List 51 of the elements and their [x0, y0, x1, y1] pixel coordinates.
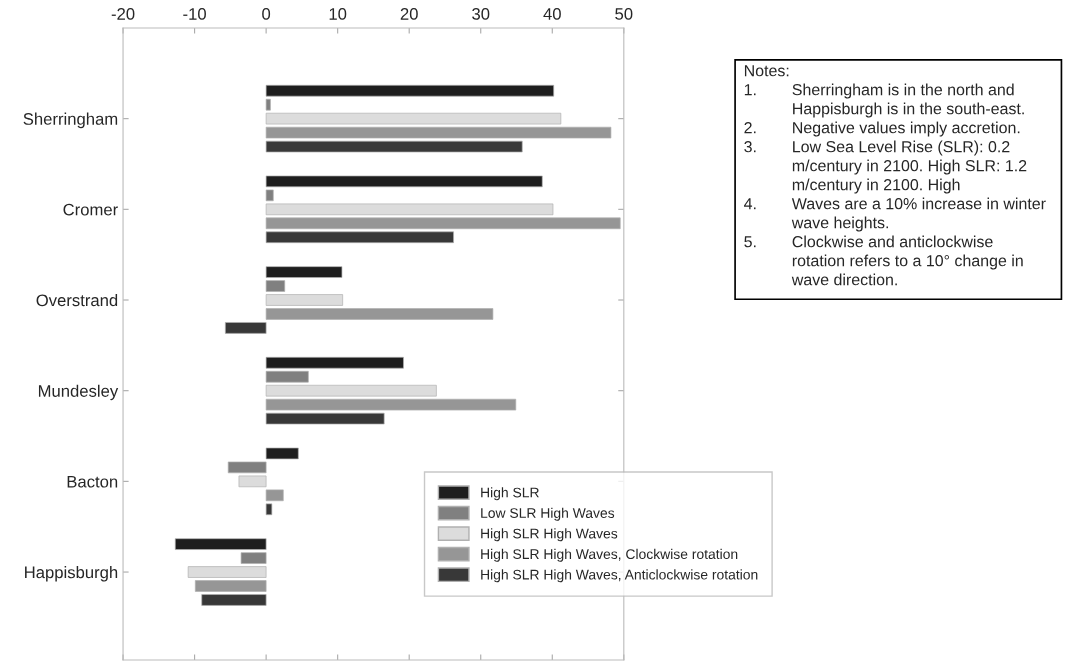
bar — [265, 384, 437, 397]
legend-label: Low SLR High Waves — [481, 507, 615, 521]
text: 5. Clockwise and anticlockwise rotation refers to a 10° change in wave direction. — [744, 235, 1023, 286]
y-tick-label: Mundesley — [38, 384, 119, 401]
bar — [265, 175, 543, 188]
bar — [265, 231, 454, 244]
bar — [238, 475, 267, 488]
bar — [265, 112, 562, 125]
x-tick-label: -10 — [183, 8, 206, 20]
x-tick-label: 0 — [262, 8, 271, 20]
bar — [265, 356, 404, 369]
bar — [265, 503, 273, 516]
bar — [265, 217, 621, 230]
bar — [265, 280, 286, 292]
x-tick-label: -20 — [111, 8, 135, 20]
x-tick-label: 40 — [543, 8, 561, 20]
bar — [265, 370, 309, 383]
bar — [265, 489, 284, 502]
y-tick-label: Bacton — [67, 475, 118, 488]
bar — [265, 84, 555, 97]
bar — [194, 580, 267, 592]
legend-label: High SLR High Waves, Anticlockwise rotation — [481, 569, 758, 583]
bar — [265, 266, 343, 278]
text: 4. Waves are a 10% increase in winter wave heights. — [744, 197, 1046, 232]
bar — [265, 308, 494, 320]
legend-label: High SLR High Waves, Clockwise rotation — [481, 548, 738, 562]
y-tick-label: Happisburgh — [25, 566, 118, 582]
text: 1. Sherringham is in the north and Happisburgh is in the south-east. — [744, 83, 1024, 118]
bar — [265, 294, 344, 306]
x-tick-label: 30 — [472, 8, 490, 20]
y-tick-label: Cromer — [63, 203, 118, 216]
x-tick-label: 10 — [329, 8, 347, 20]
text: Notes: — [744, 65, 789, 77]
bar — [174, 538, 267, 550]
bar — [240, 552, 267, 564]
bar — [225, 322, 267, 334]
bar — [265, 412, 385, 425]
y-tick-label: Overstrand — [36, 293, 118, 307]
bar — [187, 566, 267, 578]
text: 3. Low Sea Level Rise (SLR): 0.2 m/century in 2100. High SLR: 1.2 m/century in 2100. High — [744, 140, 1027, 194]
x-tick-label: 20 — [400, 8, 418, 20]
bar — [265, 398, 517, 411]
bar — [265, 203, 554, 216]
legend-label: High SLR High Waves — [481, 528, 618, 542]
y-tick-label: Sherringham — [23, 112, 118, 129]
bar — [265, 189, 274, 202]
legend-label: High SLR — [481, 487, 539, 501]
x-tick-label: 50 — [615, 8, 633, 20]
bar — [265, 98, 271, 111]
text: 2. Negative values imply accretion. — [744, 121, 1020, 137]
bar — [201, 594, 267, 606]
